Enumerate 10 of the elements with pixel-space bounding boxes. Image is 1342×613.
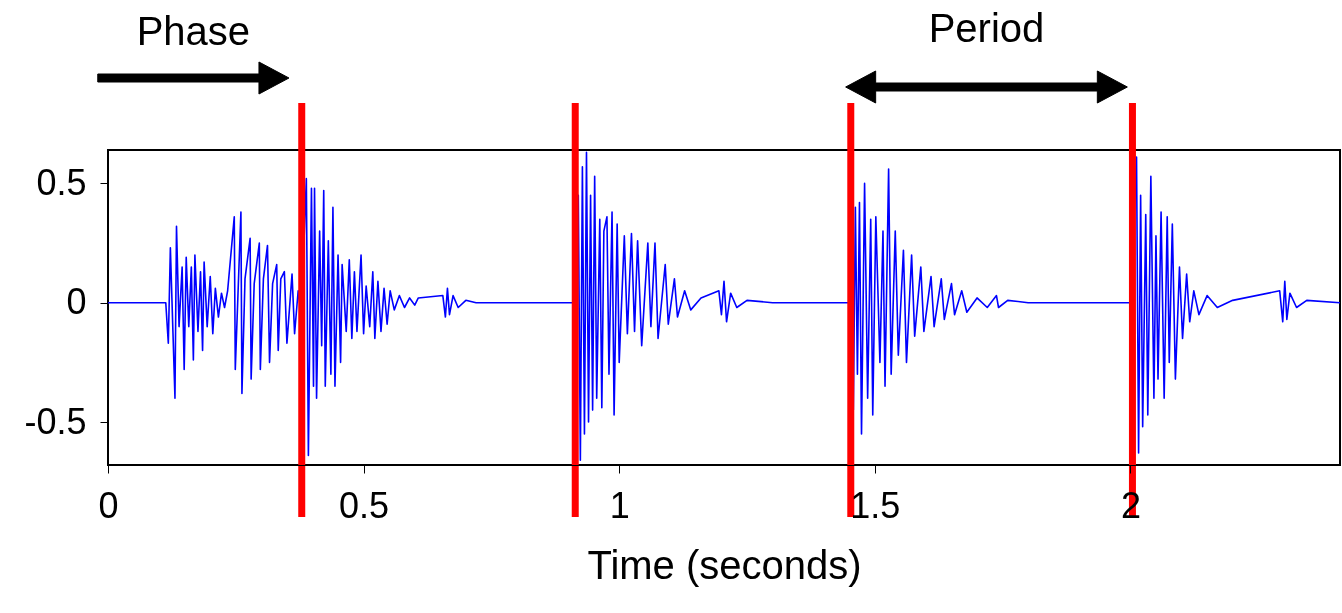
x-tick-label: 0.5 (339, 484, 390, 526)
y-tick-label: 0.5 (36, 161, 87, 203)
text: Period (928, 6, 1045, 50)
text: Phase (136, 9, 251, 53)
line-series (108, 151, 1340, 462)
x-axis-title: Time (seconds) (587, 542, 862, 587)
y-tick-label: 0 (66, 281, 87, 323)
x-tick-label: 1 (609, 484, 630, 526)
y-tick-label: -0.5 (24, 400, 87, 442)
x-tick-label: 0 (98, 484, 119, 526)
